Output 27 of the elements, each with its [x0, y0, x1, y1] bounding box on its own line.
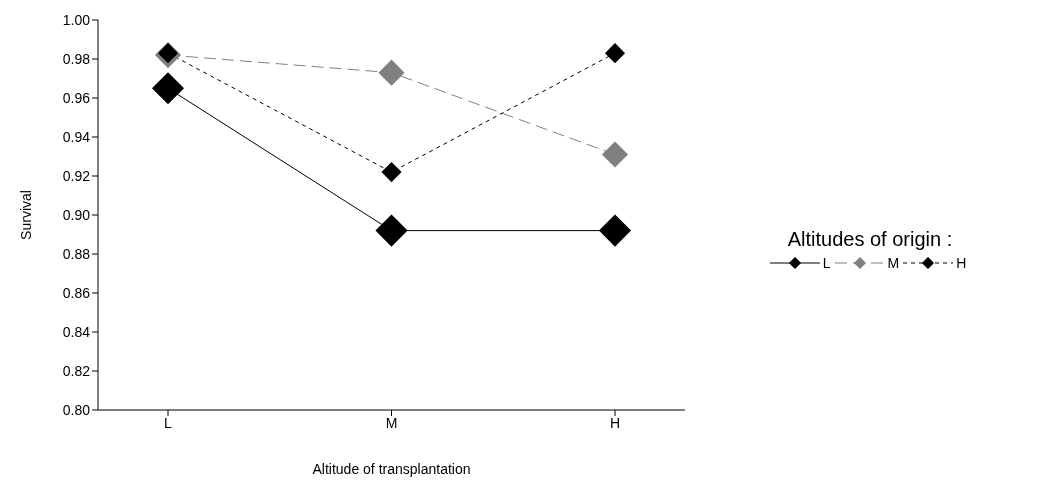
x-tick-label: L — [164, 414, 173, 431]
point — [602, 141, 628, 168]
legend-label: H — [956, 254, 967, 271]
legend-label: M — [887, 254, 900, 271]
point — [378, 59, 405, 86]
y-axis-title: Survival — [17, 190, 34, 240]
y-tick-label: 0.98 — [62, 50, 91, 67]
y-tick-label: 0.84 — [62, 323, 91, 340]
y-tick-label: 0.88 — [62, 245, 91, 262]
point — [599, 214, 631, 247]
legend-title: Altitudes of origin : — [786, 227, 954, 251]
y-tick-label: 0.94 — [62, 128, 91, 145]
x-tick-label: M — [385, 414, 398, 431]
y-tick-label: 0.92 — [62, 167, 91, 184]
x-axis-title: Altitude of transplantation — [312, 461, 471, 477]
point — [381, 162, 402, 182]
y-tick-label: 0.82 — [62, 362, 91, 379]
y-tick-label: 0.96 — [62, 89, 91, 106]
point — [375, 214, 408, 247]
y-tick-label: 1.00 — [62, 11, 91, 28]
y-tick-label: 0.90 — [62, 206, 91, 223]
point — [152, 72, 184, 104]
point — [605, 43, 625, 63]
y-tick-label: 0.80 — [62, 401, 91, 418]
y-tick-label: 0.86 — [62, 284, 91, 301]
x-tick-label: H — [609, 414, 621, 431]
legend-label: L — [822, 254, 831, 271]
